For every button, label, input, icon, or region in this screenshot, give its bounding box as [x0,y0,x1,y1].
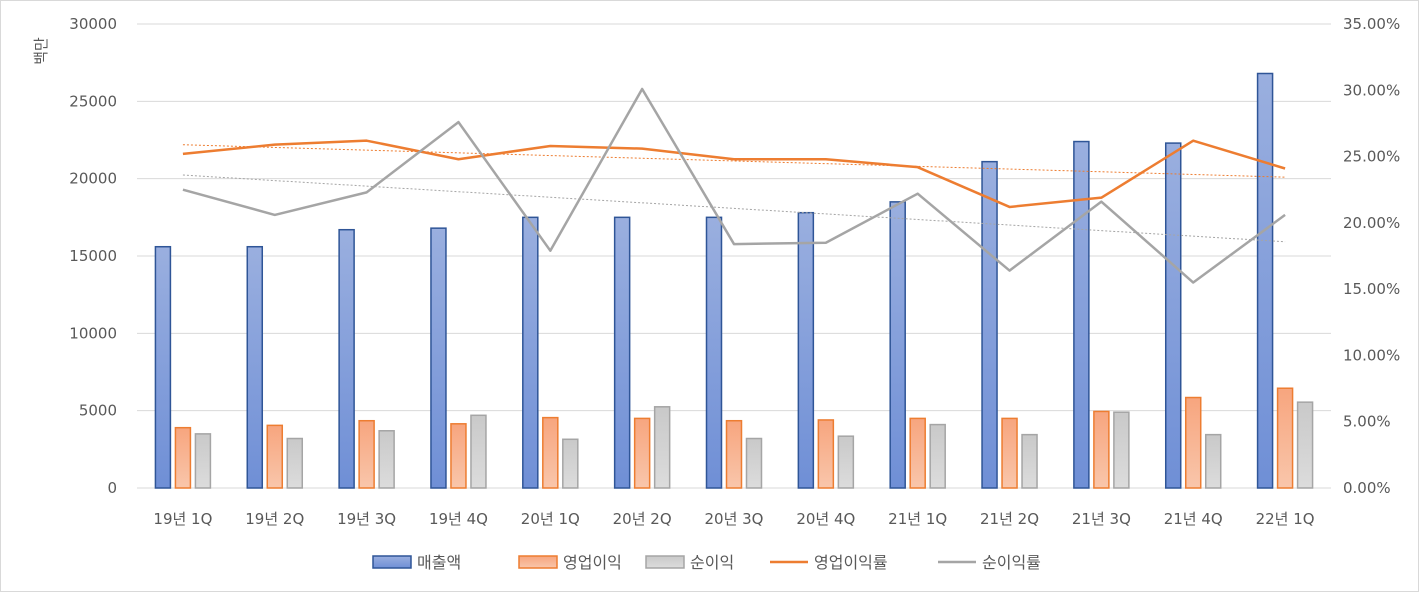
y2-axis-ticks: 35.00% 30.00% 25.00% 20.00% 15.00% 10.00% 5.00… [1343,15,1400,497]
bar-매출액 [154,245,172,489]
category-label: 20년 2Q [613,510,672,528]
bar-순이익 [837,435,855,489]
category-label: 20년 3Q [704,510,763,528]
legend-label: 순이익 [690,553,734,572]
category-label: 21년 4Q [1164,510,1223,528]
bar-매출액 [246,245,264,489]
y-tick-label: 15000 [69,247,117,265]
bar-순이익 [929,423,946,489]
y-tick-label: 20000 [69,170,117,188]
category-label: 19년 2Q [245,510,304,528]
y-tick-label: 25000 [69,92,117,110]
y2-tick-label: 5.00% [1343,413,1391,431]
bar-영업이익 [174,426,192,489]
category-label: 21년 2Q [980,510,1039,528]
y2-tick-label: 25.00% [1343,148,1400,166]
bar-순이익 [653,406,671,489]
trendlines [182,144,1286,243]
bar-순이익 [1021,433,1038,489]
legend-swatch-영업이익 [518,555,558,569]
legend-swatch-순이익 [645,555,685,569]
legend: 매출액 영업이익 순이익 영업이익률 순이익률 [372,553,1041,572]
y2-tick-label: 0.00% [1343,479,1391,497]
bar-영업이익 [1001,417,1018,489]
category-label: 19년 4Q [429,510,488,528]
bar-매출액 [430,227,447,489]
bar-영업이익 [450,423,467,489]
trendline-영업이익률 [182,144,1286,178]
lines [182,87,1286,284]
bar-매출액 [797,211,815,489]
bar-영업이익 [542,416,559,489]
y-tick-label: 10000 [69,324,117,342]
bar-순이익 [378,430,395,489]
bar-순이익 [1296,401,1314,489]
bar-영업이익 [817,419,835,489]
category-label: 19년 1Q [153,510,212,528]
y-axis-label: 백만 [32,37,50,65]
bar-매출액 [1164,142,1182,489]
legend-swatch-매출액 [372,555,412,569]
category-labels: 19년 1Q 19년 2Q 19년 3Q 19년 4Q 20년 1Q 20년 2Q 20년 … [153,510,1314,528]
category-label: 20년 4Q [796,510,855,528]
bar-매출액 [1073,140,1090,489]
bar-매출액 [889,201,906,489]
bar-영업이익 [266,424,284,489]
y2-tick-label: 30.00% [1343,81,1400,99]
bar-매출액 [613,216,631,489]
trendline-순이익률 [182,174,1286,243]
y2-tick-label: 35.00% [1343,15,1400,33]
bar-순이익 [286,437,304,489]
y-tick-label: 5000 [79,402,117,420]
y2-tick-label: 15.00% [1343,280,1400,298]
category-label: 21년 1Q [888,510,947,528]
bar-순이익 [562,438,579,489]
bar-영업이익 [1184,396,1202,489]
bar-매출액 [522,216,539,489]
bar-영업이익 [725,419,743,489]
legend-label: 영업이익률 [814,553,888,572]
bar-영업이익 [1276,387,1294,489]
bar-순이익 [194,433,212,489]
y2-tick-label: 10.00% [1343,346,1400,364]
bar-순이익 [745,437,763,489]
legend-label: 영업이익 [563,553,622,572]
bar-순이익 [1204,433,1222,489]
bar-순이익 [470,414,487,489]
bar-영업이익 [633,417,651,489]
bars [154,72,1314,489]
category-label: 20년 1Q [521,510,580,528]
legend-label: 순이익률 [982,553,1041,572]
line-순이익률 [182,87,1286,284]
gridlines [137,23,1331,489]
category-label: 22년 1Q [1256,510,1315,528]
y-tick-label: 30000 [69,15,117,33]
category-label: 19년 3Q [337,510,396,528]
bar-매출액 [338,228,355,489]
y-tick-label: 0 [107,479,117,497]
legend-label: 매출액 [417,553,461,572]
bar-매출액 [1256,72,1274,489]
category-label: 21년 3Q [1072,510,1131,528]
bar-영업이익 [1093,410,1110,489]
bar-매출액 [981,160,998,489]
bar-영업이익 [909,417,926,489]
line-영업이익률 [182,139,1286,209]
bar-영업이익 [358,419,375,489]
y-axis-ticks: 30000 25000 20000 15000 10000 5000 0 [69,15,117,497]
y2-tick-label: 20.00% [1343,214,1400,232]
bar-매출액 [705,216,723,489]
bar-순이익 [1113,411,1130,489]
